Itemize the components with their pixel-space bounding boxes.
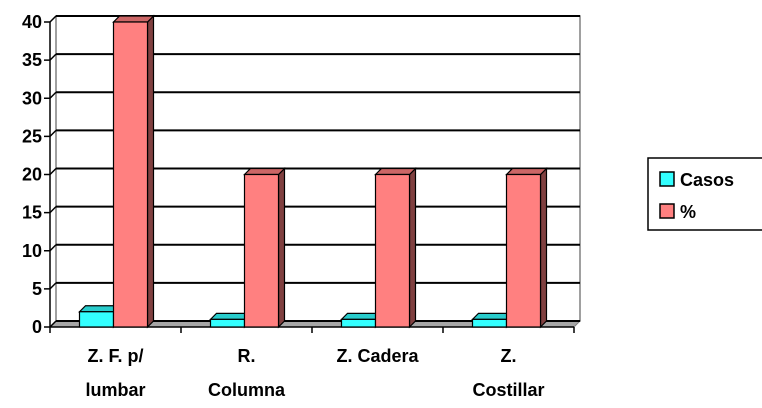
gridline-depth [49,282,57,290]
gridline-depth [49,91,57,99]
y-tick-label: 20 [22,165,42,185]
y-tick-label: 15 [22,203,42,223]
bar-side [408,167,417,329]
legend-label: Casos [680,170,734,190]
gridline-depth [49,206,57,214]
y-tick-label: 25 [22,126,42,146]
x-axis-labels: Z. F. p/lumbar R. Columna Z. Cadera Z. Costil… [85,346,544,400]
bar-%-1 [243,167,286,329]
bar-front [112,21,149,328]
bar-front [78,311,115,328]
y-tick-label: 0 [32,317,42,337]
bar-front [471,318,508,328]
bar-top [374,167,417,176]
gridline-depth [49,244,57,252]
x-category-label: R. [238,346,256,366]
x-category-label: Z. Cadera [336,346,419,366]
gridline-depth [49,320,57,328]
bar-front [243,173,280,328]
gridline-depth [49,15,57,23]
x-category-label: Costillar [472,380,544,400]
bar-%-3 [505,167,548,329]
gridline-depth [49,167,57,176]
y-tick-label: 5 [32,279,42,299]
legend: Casos% [647,157,762,231]
y-tick-label: 30 [22,88,42,108]
bars [78,14,548,329]
x-category-label: lumbar [85,380,145,400]
y-tick-label: 35 [22,50,42,70]
bar-%-0 [112,14,155,329]
legend-box [647,157,762,231]
bar-top [243,167,286,176]
bar-front [505,173,542,328]
legend-swatch [659,171,675,187]
bar-top [112,15,155,23]
y-axis-ticks: 0 5 10 15 20 25 30 35 40 [22,12,50,337]
bar-%-2 [374,167,417,329]
y-tick-label: 40 [22,12,42,32]
x-category-label: Columna [208,380,286,400]
bar-side [146,14,155,329]
bar-top [505,167,548,176]
bar-side [277,167,286,329]
x-category-label: Z. [501,346,517,366]
bar-side [539,167,548,329]
bar-front [374,173,411,328]
y-tick-label: 10 [22,241,42,261]
bar-front [209,318,246,328]
bar-front [340,318,377,328]
x-category-label: Z. F. p/ [88,346,144,366]
legend-swatch [659,203,675,219]
gridline-depth [49,129,57,137]
gridline-depth [49,53,57,61]
legend-label: % [680,202,696,222]
